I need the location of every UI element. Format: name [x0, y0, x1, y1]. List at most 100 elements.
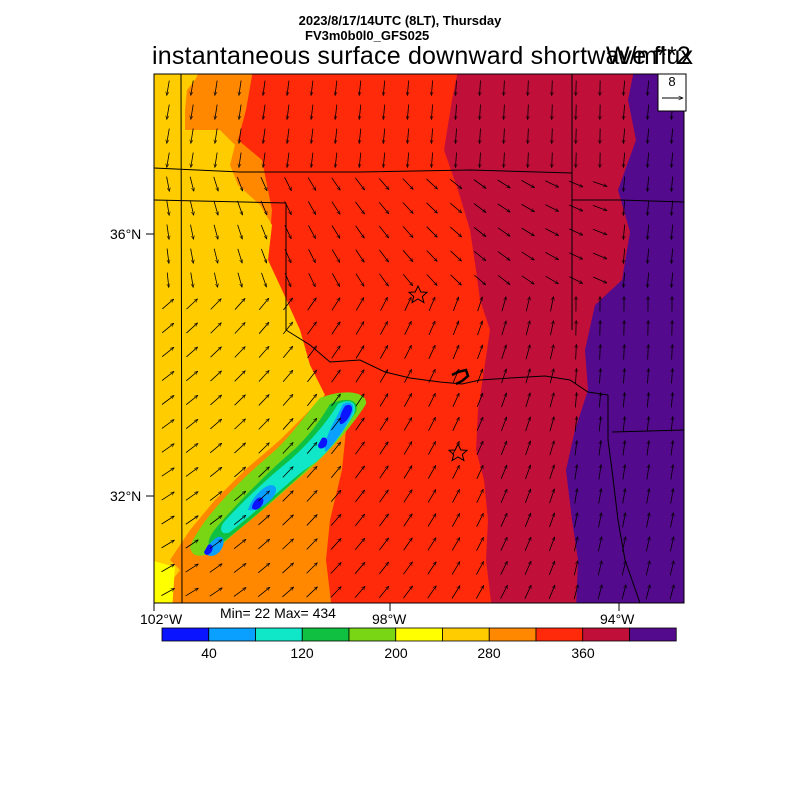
wind-vector: [378, 178, 389, 189]
wind-vector: [282, 418, 293, 430]
wind-vector: [428, 441, 436, 455]
wind-vector: [550, 321, 553, 336]
wind-vector: [404, 345, 412, 359]
wind-vector: [548, 537, 554, 552]
wind-vector: [477, 297, 483, 312]
wind-vector: [161, 347, 174, 358]
wind-vector: [379, 562, 388, 575]
wind-vector: [623, 200, 624, 216]
wind-vector: [545, 204, 558, 212]
wind-vector: [497, 275, 510, 284]
wind-vector: [452, 465, 460, 479]
wind-vector: [258, 467, 270, 478]
wind-vector: [549, 465, 555, 480]
wind-vector: [647, 200, 648, 216]
wind-vector: [598, 537, 601, 552]
wind-vector: [452, 297, 458, 312]
wind-vector: [331, 442, 340, 455]
wind-vector: [239, 104, 242, 120]
wind-vector: [190, 248, 194, 264]
wind-vector: [260, 200, 268, 215]
wind-vector: [402, 178, 413, 190]
wind-vector: [161, 492, 175, 501]
wind-vector: [237, 248, 242, 263]
wind-vector: [624, 345, 625, 360]
wind-vector: [307, 201, 317, 214]
wind-vector: [521, 180, 534, 188]
wind-vector: [549, 345, 553, 360]
wind-vector: [648, 345, 649, 360]
wind-vector: [166, 224, 169, 240]
wind-vector: [426, 226, 438, 238]
wind-vector: [331, 273, 341, 286]
wind-vector: [167, 248, 169, 264]
wind-vector: [261, 272, 267, 287]
wind-vector: [670, 489, 674, 504]
wind-vector: [161, 444, 174, 453]
wind-vector: [500, 537, 508, 551]
wind-vector: [161, 420, 174, 429]
wind-vector: [428, 297, 436, 312]
wind-vector: [258, 539, 269, 550]
wind-vector: [476, 417, 484, 432]
wind-vector: [161, 539, 175, 549]
wind-vector: [287, 152, 290, 168]
wind-vector: [476, 465, 484, 479]
colorbar-label: 120: [290, 645, 314, 661]
wind-vector: [407, 128, 408, 144]
wind-vector: [623, 152, 624, 168]
wind-vector: [306, 563, 318, 574]
wind-vector: [239, 80, 242, 96]
colorbar-segment: [582, 627, 630, 642]
wind-vector: [330, 563, 341, 574]
wind-vector: [354, 514, 364, 527]
wind-vector: [431, 128, 432, 144]
wind-vector: [592, 205, 607, 210]
wind-vector: [431, 80, 432, 96]
wind-vector: [233, 588, 246, 597]
wind-vector: [500, 513, 508, 527]
wind-vector: [500, 489, 508, 504]
wind-vector: [354, 562, 365, 574]
wind-vector: [575, 417, 577, 432]
wind-vector: [525, 321, 530, 336]
wind-vector: [215, 80, 218, 96]
wind-vector: [497, 179, 511, 188]
wind-vector: [521, 251, 535, 260]
wind-vector: [209, 588, 222, 597]
wind-vector: [671, 176, 672, 192]
wind-vector: [592, 276, 607, 284]
wind-vector: [647, 152, 648, 168]
wind-vector: [161, 588, 174, 596]
wind-vector: [209, 443, 222, 454]
city-star-marker: [447, 442, 469, 462]
colorbar-label: 360: [571, 645, 595, 661]
wind-vector: [306, 394, 316, 407]
wind-vector: [282, 587, 293, 598]
wind-vector: [331, 298, 340, 311]
wind-vector: [379, 370, 389, 383]
wind-vector: [525, 441, 531, 456]
wind-vector: [497, 251, 510, 261]
wind-vector: [647, 224, 648, 240]
wind-vector: [191, 128, 194, 144]
wind-vector: [359, 104, 361, 120]
wind-vector: [330, 587, 341, 598]
wind-vector: [500, 465, 508, 480]
wind-vector: [306, 490, 317, 502]
wind-vector: [210, 347, 222, 358]
wind-vector: [379, 418, 388, 431]
wind-vector: [191, 152, 194, 168]
wind-vector: [161, 563, 175, 573]
wind-vector: [379, 249, 388, 262]
wind-vector: [473, 179, 486, 189]
wind-vector: [287, 80, 290, 96]
wind-vector: [647, 417, 649, 432]
wind-vector: [258, 491, 269, 502]
wind-vector: [646, 537, 649, 552]
wind-vector: [355, 442, 365, 455]
wind-vector: [185, 419, 198, 429]
wind-vector: [452, 489, 460, 503]
wind-vector: [671, 272, 672, 288]
